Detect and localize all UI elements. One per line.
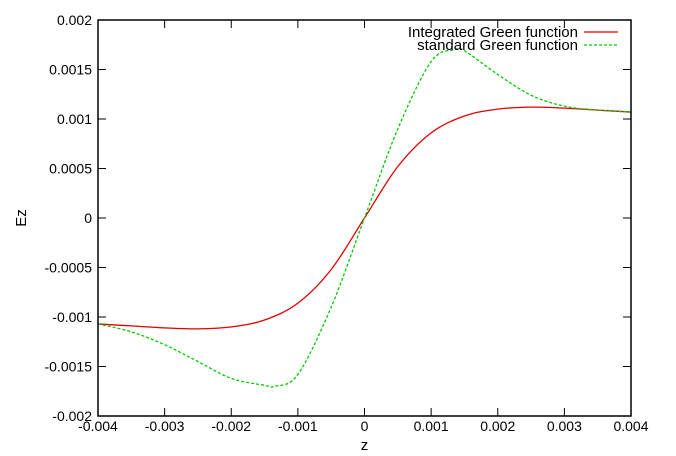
tick-labels: -0.004-0.003-0.002-0.00100.0010.0020.003… (45, 12, 649, 434)
y-tick-label: -0.001 (52, 309, 92, 325)
x-tick-label: 0.004 (613, 418, 648, 434)
x-tick-label: 0.002 (480, 418, 515, 434)
y-tick-label: -0.0015 (45, 359, 93, 375)
y-axis-title: Ez (13, 209, 30, 227)
x-tick-label: -0.002 (211, 418, 251, 434)
legend-label-2: standard Green function (417, 37, 578, 54)
y-tick-label: 0.0005 (49, 161, 92, 177)
x-tick-label: -0.003 (145, 418, 185, 434)
x-tick-label: 0 (361, 418, 369, 434)
y-tick-label: 0.002 (57, 12, 92, 28)
y-tick-label: 0.001 (57, 111, 92, 127)
x-tick-label: 0.003 (547, 418, 582, 434)
y-tick-label: -0.0005 (45, 260, 93, 276)
series-line-2 (98, 48, 631, 387)
y-tick-label: -0.002 (52, 408, 92, 424)
legend: Integrated Green functionstandard Green … (408, 24, 618, 54)
series-lines (98, 48, 631, 387)
x-axis-title: z (361, 437, 369, 454)
x-tick-label: -0.001 (278, 418, 318, 434)
y-tick-label: 0 (84, 210, 92, 226)
y-tick-label: 0.0015 (49, 62, 92, 78)
x-tick-label: 0.001 (414, 418, 449, 434)
